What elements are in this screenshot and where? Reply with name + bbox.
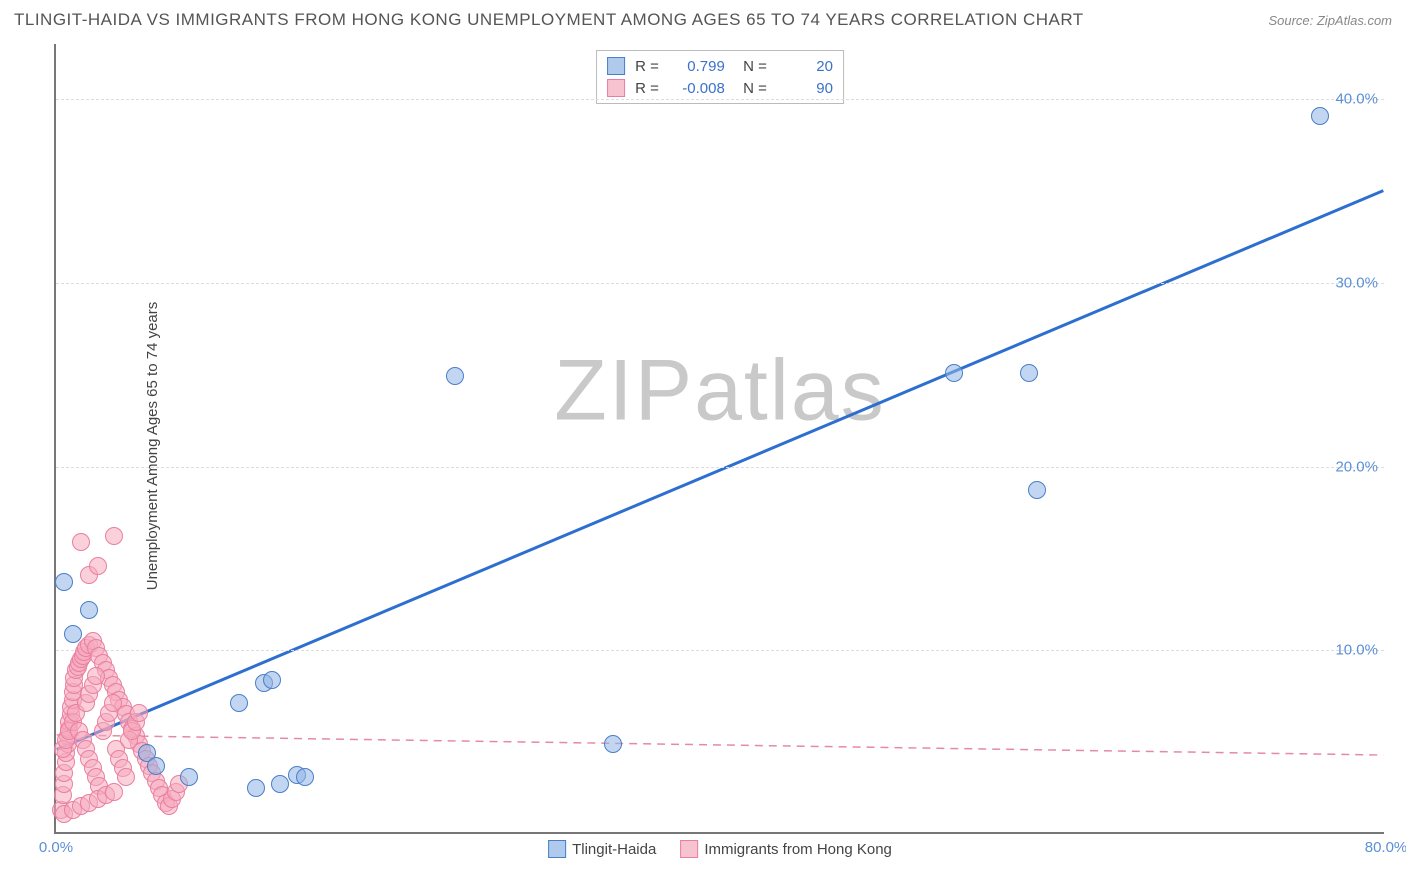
title-bar: TLINGIT-HAIDA VS IMMIGRANTS FROM HONG KO… [14, 10, 1392, 30]
data-point [446, 367, 464, 385]
data-point [271, 775, 289, 793]
data-point [117, 768, 135, 786]
data-point [147, 757, 165, 775]
data-point [247, 779, 265, 797]
y-tick-label: 10.0% [1335, 642, 1378, 659]
data-point [1020, 364, 1038, 382]
swatch-blue [607, 57, 625, 75]
data-point [296, 768, 314, 786]
data-point [80, 601, 98, 619]
x-tick-label: 80.0% [1365, 839, 1406, 856]
y-tick-label: 20.0% [1335, 458, 1378, 475]
data-point [104, 694, 122, 712]
data-point [945, 364, 963, 382]
chart-title: TLINGIT-HAIDA VS IMMIGRANTS FROM HONG KO… [14, 10, 1084, 30]
data-point [1311, 107, 1329, 125]
data-point [130, 704, 148, 722]
swatch-pink [607, 79, 625, 97]
data-point [89, 557, 107, 575]
scatter-plot: ZIPatlas R = 0.799 N = 20 R = -0.008 N =… [54, 44, 1384, 834]
data-point [64, 625, 82, 643]
data-point [180, 768, 198, 786]
legend-row-pink: R = -0.008 N = 90 [607, 77, 833, 99]
y-tick-label: 40.0% [1335, 91, 1378, 108]
data-point [263, 671, 281, 689]
data-point [1028, 481, 1046, 499]
source-label: Source: ZipAtlas.com [1268, 13, 1392, 28]
watermark: ZIPatlas [554, 341, 885, 440]
data-point [604, 735, 622, 753]
swatch-pink [680, 840, 698, 858]
data-point [105, 527, 123, 545]
data-point [87, 667, 105, 685]
data-point [230, 694, 248, 712]
data-point [72, 533, 90, 551]
swatch-blue [548, 840, 566, 858]
y-tick-label: 30.0% [1335, 274, 1378, 291]
data-point [105, 783, 123, 801]
data-point [55, 573, 73, 591]
legend-row-blue: R = 0.799 N = 20 [607, 55, 833, 77]
correlation-legend: R = 0.799 N = 20 R = -0.008 N = 90 [596, 50, 844, 104]
series-legend: Tlingit-Haida Immigrants from Hong Kong [548, 840, 892, 858]
regression-lines [56, 44, 1384, 832]
x-tick-label: 0.0% [39, 839, 73, 856]
